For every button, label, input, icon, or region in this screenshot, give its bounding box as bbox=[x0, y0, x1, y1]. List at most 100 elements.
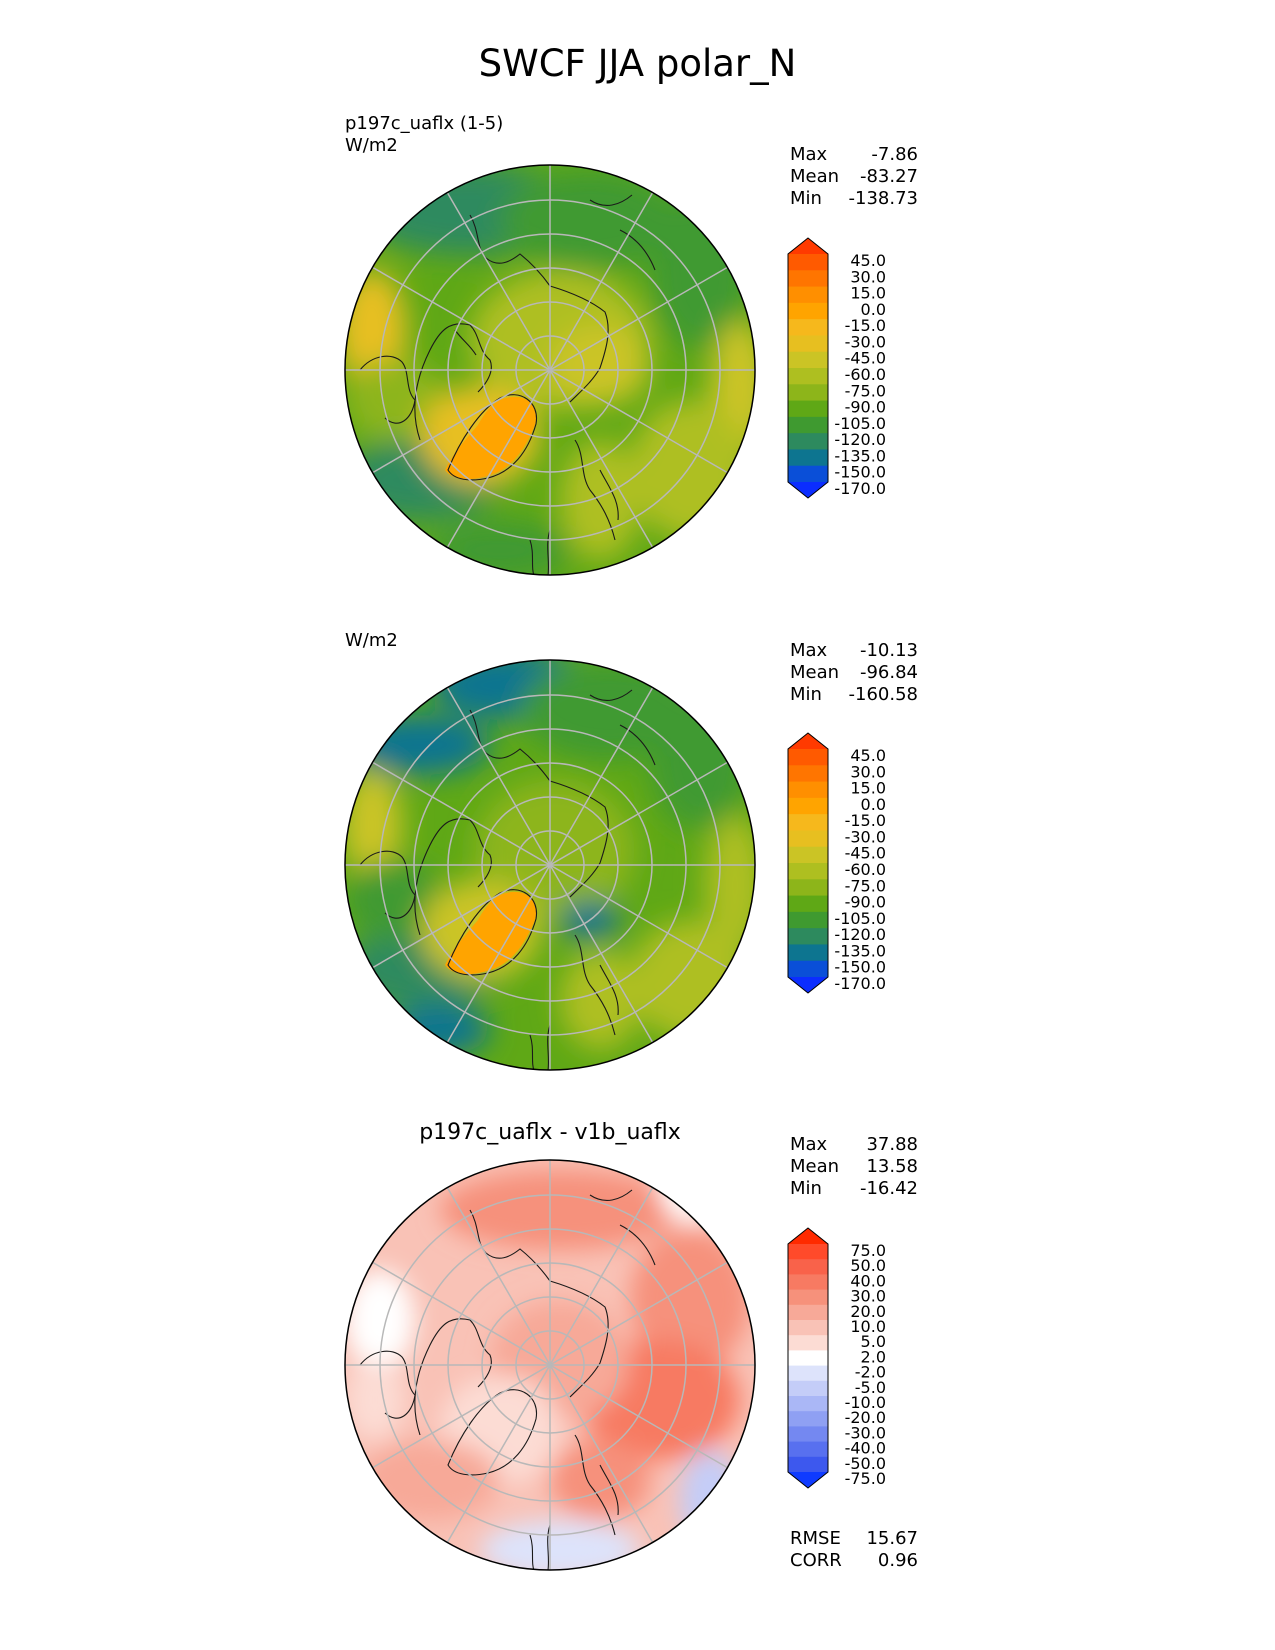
colorbar-tick-label: -15.0 bbox=[845, 316, 886, 335]
colorbar-tick-label: -75.0 bbox=[845, 876, 886, 895]
colorbar-tick-label: -60.0 bbox=[845, 365, 886, 384]
colorbar-swatch bbox=[788, 830, 828, 848]
colorbar-swatch bbox=[788, 1426, 828, 1443]
colorbar-outline bbox=[787, 732, 829, 994]
panel-test-subtitle-line2: W/m2 bbox=[345, 135, 398, 156]
colorbar-swatch bbox=[788, 1289, 828, 1306]
stat-mean: Mean -96.84 bbox=[790, 662, 918, 683]
colorbar-tick-label: -90.0 bbox=[845, 893, 886, 912]
colorbar-swatch bbox=[788, 1365, 828, 1382]
panel-reference-map bbox=[344, 659, 756, 1071]
colorbar-swatch bbox=[788, 351, 828, 369]
colorbar-swatch bbox=[788, 1274, 828, 1291]
colorbar-tick-label: -150.0 bbox=[834, 958, 886, 977]
colorbar-swatch bbox=[788, 944, 828, 962]
colorbar-tick-label: -20.0 bbox=[845, 1408, 886, 1427]
colorbar-tick-label: -120.0 bbox=[834, 925, 886, 944]
colorbar-tick-label: -45.0 bbox=[845, 349, 886, 368]
stat-max: Max 37.88 bbox=[790, 1134, 918, 1155]
colorbar-tick-label: 2.0 bbox=[861, 1347, 886, 1366]
colorbar-swatch bbox=[788, 368, 828, 385]
colorbar-swatch bbox=[788, 814, 828, 831]
colorbar-swatch bbox=[788, 911, 828, 929]
colorbar-swatch bbox=[788, 302, 828, 320]
colorbar-swatch bbox=[788, 384, 828, 402]
stat-max: Max -10.13 bbox=[790, 640, 918, 661]
colorbar-tick-label: -120.0 bbox=[834, 430, 886, 449]
colorbar-extend-bottom bbox=[788, 977, 828, 993]
panel-difference-stats: Max 37.88 Mean 13.58 Min -16.42 bbox=[790, 1134, 918, 1200]
colorbar-tick-label: -30.0 bbox=[845, 332, 886, 351]
colorbar-swatch bbox=[788, 781, 828, 799]
panel-difference-extra-stats: RMSE 15.67 CORR 0.96 bbox=[790, 1528, 918, 1572]
colorbar-tick-label: 40.0 bbox=[850, 1271, 886, 1290]
colorbar-tick-label: 45.0 bbox=[850, 746, 886, 765]
colorbar-outline bbox=[787, 1227, 829, 1489]
colorbar-tick-label: 0.0 bbox=[861, 795, 886, 814]
colorbar-swatch bbox=[788, 749, 828, 766]
figure-title: SWCF JJA polar_N bbox=[478, 42, 797, 85]
colorbar-swatch bbox=[788, 895, 828, 913]
colorbar-swatch bbox=[788, 1304, 828, 1321]
colorbar-swatch bbox=[788, 797, 828, 815]
colorbar-extend-bottom bbox=[788, 1472, 828, 1488]
colorbar-tick-label: -15.0 bbox=[845, 811, 886, 830]
colorbar-tick-label: 10.0 bbox=[850, 1317, 886, 1336]
colorbar-swatch bbox=[788, 335, 828, 353]
colorbar-extend-top bbox=[788, 238, 828, 254]
colorbar-tick-label: -135.0 bbox=[834, 941, 886, 960]
colorbar-tick-label: 50.0 bbox=[850, 1256, 886, 1275]
panel-reference-subtitle-line1: W/m2 bbox=[345, 630, 398, 651]
panel-test-subtitle: p197c_uaflx (1-5) W/m2 bbox=[345, 113, 503, 157]
panel-test-subtitle-line1: p197c_uaflx (1-5) bbox=[345, 113, 504, 134]
panel-reference-graticule bbox=[345, 660, 755, 1070]
colorbar-tick-label: -135.0 bbox=[834, 446, 886, 465]
panel-difference-graticule bbox=[345, 1160, 755, 1570]
colorbar-tick-label: -40.0 bbox=[845, 1439, 886, 1458]
colorbar-swatch bbox=[788, 1411, 828, 1427]
colorbar-swatch bbox=[788, 846, 828, 864]
colorbar-extend-top bbox=[788, 1228, 828, 1244]
stat-mean: Mean 13.58 bbox=[790, 1156, 918, 1177]
panel-test-graticule bbox=[345, 165, 755, 575]
panel-reference-stats: Max -10.13 Mean -96.84 Min -160.58 bbox=[790, 640, 918, 706]
colorbar-swatch bbox=[788, 449, 828, 467]
stat-min: Min -16.42 bbox=[790, 1178, 918, 1199]
colorbar-swatch bbox=[788, 1396, 828, 1412]
colorbar-tick-label: -50.0 bbox=[845, 1454, 886, 1473]
colorbar-swatch bbox=[788, 400, 828, 418]
colorbar-tick-label: -170.0 bbox=[834, 479, 886, 498]
colorbar-swatch bbox=[788, 270, 828, 288]
colorbar-tick-label: -5.0 bbox=[855, 1378, 886, 1397]
colorbar-swatch bbox=[788, 433, 828, 450]
colorbar-swatch bbox=[788, 863, 828, 880]
panel-difference-title: p197c_uaflx - v1b_uaflx bbox=[419, 1120, 681, 1145]
panel-reference-subtitle: W/m2 bbox=[345, 630, 398, 652]
colorbar-tick-label: -2.0 bbox=[855, 1363, 886, 1382]
panel-difference-colorbar: 75.050.040.030.020.010.05.02.0-2.0-5.0-1… bbox=[787, 1227, 886, 1489]
stat-mean: Mean -83.27 bbox=[790, 166, 918, 187]
colorbar-tick-label: 15.0 bbox=[850, 284, 886, 303]
colorbar-swatch bbox=[788, 1441, 828, 1458]
colorbar-tick-label: 30.0 bbox=[850, 762, 886, 781]
stat-min: Min -138.73 bbox=[790, 188, 918, 209]
colorbar-swatch bbox=[788, 286, 828, 304]
colorbar-swatch bbox=[788, 879, 828, 897]
colorbar-tick-label: 15.0 bbox=[850, 779, 886, 798]
colorbar-tick-label: -75.0 bbox=[845, 1469, 886, 1488]
colorbar-tick-label: -170.0 bbox=[834, 974, 886, 993]
colorbar-tick-label: 75.0 bbox=[850, 1241, 886, 1260]
colorbar-swatch bbox=[788, 765, 828, 783]
colorbar-swatch bbox=[788, 1456, 828, 1473]
colorbar-tick-label: -75.0 bbox=[845, 381, 886, 400]
colorbar-tick-label: 30.0 bbox=[850, 267, 886, 286]
colorbar-swatch bbox=[788, 1259, 828, 1275]
panel-reference-colorbar: 45.030.015.00.0-15.0-30.0-45.0-60.0-75.0… bbox=[787, 732, 886, 994]
colorbar-tick-label: -105.0 bbox=[834, 414, 886, 433]
colorbar-tick-label: -10.0 bbox=[845, 1393, 886, 1412]
colorbar-swatch bbox=[788, 254, 828, 271]
colorbar-tick-label: -150.0 bbox=[834, 463, 886, 482]
colorbar-tick-label: -90.0 bbox=[845, 398, 886, 417]
colorbar-swatch bbox=[788, 416, 828, 434]
colorbar-extend-bottom bbox=[788, 482, 828, 498]
